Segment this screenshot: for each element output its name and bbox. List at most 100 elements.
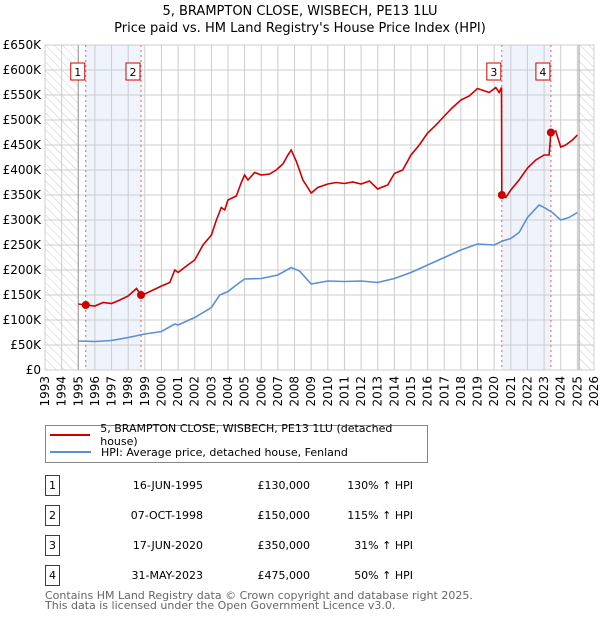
no-data-hatch bbox=[579, 45, 594, 370]
x-tick-label: 2008 bbox=[288, 376, 302, 407]
y-tick-label: £0 bbox=[26, 363, 41, 377]
footer-line-1: Contains HM Land Registry data © Crown c… bbox=[45, 589, 473, 602]
transaction-row: 3 17-JUN-2020 £350,000 31% ↑ HPI bbox=[45, 535, 465, 556]
sale-label-border bbox=[535, 62, 551, 81]
x-tick-label: 2017 bbox=[437, 376, 451, 407]
x-tick-label: 2024 bbox=[554, 376, 568, 407]
transaction-price: £130,000 bbox=[257, 479, 311, 492]
legend: 5, BRAMPTON CLOSE, WISBECH, PE13 1LU (de… bbox=[45, 422, 428, 463]
y-tick-label: £300K bbox=[3, 213, 43, 227]
sale-point bbox=[81, 301, 90, 309]
x-tick-label: 1994 bbox=[55, 376, 69, 407]
transaction-date: 31-MAY-2023 bbox=[131, 569, 203, 582]
hpi-line bbox=[78, 204, 578, 343]
sale-label-box: 1 bbox=[70, 62, 86, 81]
legend-item-hpi: HPI: Average price, detached house, Fenl… bbox=[50, 444, 348, 460]
y-tick-label: £150K bbox=[3, 288, 43, 302]
x-tick-label: 1997 bbox=[105, 376, 119, 407]
x-tick-label: 2010 bbox=[321, 376, 335, 407]
sale-label-box: 3 bbox=[486, 62, 502, 81]
x-tick-label: 2011 bbox=[337, 376, 351, 407]
sale-label-border bbox=[70, 62, 86, 81]
x-tick-label: 2003 bbox=[204, 376, 218, 407]
x-tick-label: 2001 bbox=[171, 376, 185, 407]
x-tick-label: 2019 bbox=[471, 376, 485, 407]
y-tick-label: £650K bbox=[3, 38, 43, 52]
x-tick-label: 2002 bbox=[188, 376, 202, 407]
transaction-price: £475,000 bbox=[257, 569, 311, 582]
x-tick-label: 1996 bbox=[88, 376, 102, 407]
chart-subtitle: Price paid vs. HM Land Registry's House … bbox=[114, 21, 486, 36]
footer-line-2: This data is licensed under the Open Gov… bbox=[45, 599, 396, 612]
x-tick-label: 2000 bbox=[154, 376, 168, 407]
transaction-date: 16-JUN-1995 bbox=[132, 479, 203, 492]
transaction-row: 4 31-MAY-2023 £475,000 50% ↑ HPI bbox=[45, 565, 465, 586]
x-tick-label: 2025 bbox=[570, 376, 584, 407]
transaction-price: £350,000 bbox=[257, 539, 311, 552]
sale-label-number: 2 bbox=[129, 66, 136, 79]
transaction-hpi-change: 31% ↑ HPI bbox=[354, 539, 413, 552]
x-tick-label: 2006 bbox=[254, 376, 268, 407]
transaction-hpi-change: 50% ↑ HPI bbox=[354, 569, 413, 582]
x-tick-label: 2004 bbox=[221, 376, 235, 407]
sale-point bbox=[497, 191, 506, 199]
x-tick-label: 2009 bbox=[304, 376, 318, 407]
x-tick-label: 2013 bbox=[371, 376, 385, 407]
sale-label-number: 4 bbox=[539, 66, 546, 79]
legend-swatch-blue bbox=[50, 451, 91, 453]
sale-label-number: 1 bbox=[74, 66, 81, 79]
sale-point bbox=[546, 128, 555, 137]
sale-period-shading bbox=[85, 45, 141, 370]
transaction-number-badge: 4 bbox=[45, 565, 60, 586]
sale-point bbox=[136, 291, 145, 299]
x-tick-label: 1993 bbox=[38, 376, 52, 407]
transaction-date: 07-OCT-1998 bbox=[130, 509, 203, 522]
y-tick-label: £200K bbox=[3, 263, 43, 277]
legend-label: HPI: Average price, detached house, Fenl… bbox=[101, 445, 348, 459]
transaction-number-badge: 3 bbox=[45, 535, 60, 556]
y-tick-label: £550K bbox=[3, 88, 43, 102]
sale-label-border bbox=[486, 62, 502, 81]
sale-label-number: 3 bbox=[490, 66, 497, 79]
x-tick-label: 1998 bbox=[121, 376, 135, 407]
x-tick-label: 2020 bbox=[487, 376, 501, 407]
legend-item-property: 5, BRAMPTON CLOSE, WISBECH, PE13 1LU (de… bbox=[50, 422, 427, 448]
chart-title: 5, BRAMPTON CLOSE, WISBECH, PE13 1LU bbox=[162, 4, 438, 19]
x-tick-label: 2021 bbox=[504, 376, 518, 407]
legend-swatch-red bbox=[50, 434, 91, 436]
plot-border bbox=[44, 44, 595, 371]
y-tick-label: £600K bbox=[3, 63, 43, 77]
x-tick-label: 2012 bbox=[354, 376, 368, 407]
price-chart: £0 £50K £100K £150K £200K £250K £300K £350K £400… bbox=[3, 38, 600, 407]
transaction-row: 2 07-OCT-1998 £150,000 115% ↑ HPI bbox=[45, 505, 465, 526]
y-tick-label: £400K bbox=[3, 163, 43, 177]
y-tick-label: £500K bbox=[3, 113, 43, 127]
x-tick-label: 2014 bbox=[387, 376, 401, 407]
y-tick-label: £50K bbox=[10, 338, 42, 352]
x-tick-label: 2022 bbox=[520, 376, 534, 407]
x-tick-label: 2018 bbox=[454, 376, 468, 407]
legend-label: 5, BRAMPTON CLOSE, WISBECH, PE13 1LU (de… bbox=[100, 422, 393, 448]
y-tick-label: £250K bbox=[3, 238, 43, 252]
y-tick-label: £350K bbox=[3, 188, 43, 202]
transaction-hpi-change: 130% ↑ HPI bbox=[347, 479, 413, 492]
x-tick-label: 2005 bbox=[238, 376, 252, 407]
x-tick-label: 2016 bbox=[421, 376, 435, 407]
x-tick-label: 2015 bbox=[404, 376, 418, 407]
x-tick-label: 2023 bbox=[537, 376, 551, 407]
transaction-row: 1 16-JUN-1995 £130,000 130% ↑ HPI bbox=[45, 475, 465, 496]
transaction-number-badge: 1 bbox=[45, 475, 60, 496]
transaction-price: £150,000 bbox=[257, 509, 311, 522]
transaction-date: 17-JUN-2020 bbox=[132, 539, 203, 552]
y-tick-label: £100K bbox=[3, 313, 43, 327]
x-tick-label: 1999 bbox=[138, 376, 152, 407]
sale-label-box: 4 bbox=[535, 62, 551, 81]
transaction-number-badge: 2 bbox=[45, 505, 60, 526]
x-tick-label: 1995 bbox=[71, 376, 85, 407]
x-tick-label: 2026 bbox=[587, 376, 600, 407]
y-tick-label: £450K bbox=[3, 138, 43, 152]
x-tick-label: 2007 bbox=[271, 376, 285, 407]
sale-label-box: 2 bbox=[125, 62, 141, 81]
sale-label-border bbox=[125, 62, 141, 81]
